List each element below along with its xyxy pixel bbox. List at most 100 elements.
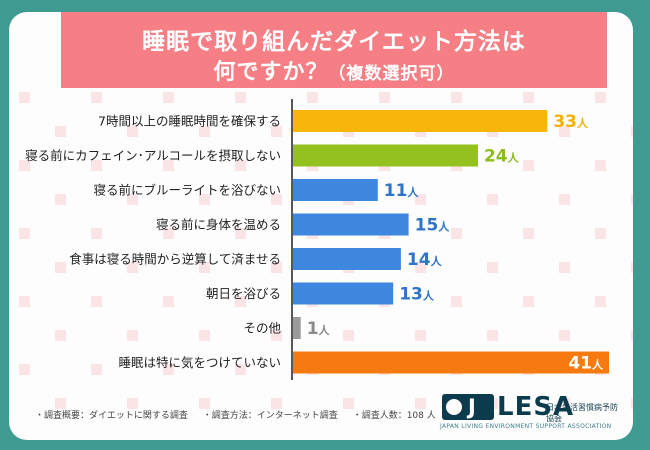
pattern-square — [127, 262, 138, 273]
chart-title-question: 何ですか？ — [213, 60, 329, 85]
pattern-square — [415, 194, 426, 205]
pattern-square — [55, 262, 66, 273]
category-label: 7時間以上の睡眠時間を確保する — [98, 114, 281, 129]
pattern-square — [523, 160, 534, 171]
pattern-square — [91, 92, 102, 103]
pattern-square — [487, 330, 498, 341]
pattern-square — [91, 160, 102, 171]
pattern-square — [487, 262, 498, 273]
value-label: 24人 — [484, 147, 520, 167]
pattern-square — [415, 330, 426, 341]
pattern-square — [271, 262, 282, 273]
bar — [293, 282, 394, 305]
pattern-square — [199, 262, 210, 273]
pattern-square — [55, 398, 66, 409]
category-label: 寝る前に身体を温める — [156, 217, 281, 232]
logo-japanese-name: 日本生活習慣病予防協会 — [546, 403, 618, 423]
pattern-square — [559, 398, 570, 409]
pattern-square — [631, 126, 633, 137]
category-label: 睡眠は特に気をつけていない — [118, 355, 281, 370]
pattern-square — [595, 228, 606, 239]
pattern-square — [271, 194, 282, 205]
logo-mark: J — [442, 394, 494, 420]
survey-count-note: ・調査人数：108 人 — [352, 411, 436, 421]
pattern-square — [19, 364, 30, 375]
pattern-square — [163, 160, 174, 171]
pattern-square — [523, 92, 534, 103]
title-banner: 睡眠で取り組んだダイエット方法は 何ですか？（複数選択可） — [61, 12, 607, 88]
pattern-square — [127, 126, 138, 137]
pattern-square — [271, 330, 282, 341]
pattern-square — [343, 330, 354, 341]
pattern-square — [559, 126, 570, 137]
pattern-square — [55, 126, 66, 137]
survey-notes: ・調査概要：ダイエットに関する調査 ・調査方法：インターネット調査 ・調査人数：… — [35, 408, 448, 421]
pattern-square — [127, 398, 138, 409]
logo-name: LESA — [497, 392, 575, 422]
pattern-square — [559, 194, 570, 205]
pattern-square — [631, 398, 633, 409]
bar — [293, 144, 478, 167]
pattern-square — [307, 92, 318, 103]
pattern-square — [91, 364, 102, 375]
pattern-square — [631, 194, 633, 205]
pattern-square — [235, 296, 246, 307]
pattern-square — [55, 194, 66, 205]
bar — [293, 248, 401, 270]
category-label: 寝る前にブルーライトを浴びない — [93, 183, 281, 198]
pattern-square — [235, 160, 246, 171]
pattern-square — [235, 364, 246, 375]
pattern-square — [163, 92, 174, 103]
pattern-square — [199, 398, 210, 409]
pattern-square — [343, 398, 354, 409]
pattern-square — [595, 296, 606, 307]
category-label: 朝日を浴びる — [206, 286, 281, 301]
pattern-square — [127, 330, 138, 341]
chart-title-line1: 睡眠で取り組んだダイエット方法は — [142, 29, 526, 55]
value-label: 41人 — [568, 354, 604, 374]
logo-english-name: JAPAN LIVING ENVIRONMENT SUPPORT ASSOCIA… — [440, 423, 612, 430]
pattern-square — [523, 296, 534, 307]
pattern-square — [163, 228, 174, 239]
bar — [293, 179, 378, 201]
value-label: 1人 — [307, 319, 331, 339]
pattern-square — [235, 228, 246, 239]
chart-card: 睡眠で取り組んだダイエット方法は 何ですか？（複数選択可） 7時間以上の睡眠時間… — [9, 12, 633, 440]
pattern-square — [415, 262, 426, 273]
pattern-square — [91, 296, 102, 307]
bar — [293, 317, 301, 339]
pattern-square — [451, 296, 462, 307]
survey-method-note: ・調査方法：インターネット調査 — [202, 411, 338, 421]
pattern-square — [379, 92, 390, 103]
pattern-square — [163, 296, 174, 307]
pattern-square — [523, 228, 534, 239]
category-label: 食事は寝る時間から逆算して済ませる — [69, 252, 281, 267]
pattern-square — [271, 398, 282, 409]
pattern-square — [559, 330, 570, 341]
pattern-square — [127, 194, 138, 205]
pattern-square — [19, 296, 30, 307]
pattern-square — [199, 126, 210, 137]
pattern-square — [19, 160, 30, 171]
pattern-square — [631, 262, 633, 273]
pattern-square — [631, 330, 633, 341]
pattern-square — [559, 262, 570, 273]
bar — [293, 110, 548, 132]
survey-outline-note: ・調査概要：ダイエットに関する調査 — [35, 411, 188, 421]
chart-title-note: （複数選択可） — [328, 64, 455, 84]
pattern-square — [19, 92, 30, 103]
pattern-square — [19, 228, 30, 239]
jlesa-logo: J LESA 日本生活習慣病予防協会 JAPAN LIVING ENVIRONM… — [434, 392, 624, 432]
pattern-square — [199, 330, 210, 341]
pattern-square — [415, 398, 426, 409]
value-label: 14人 — [407, 250, 443, 270]
pattern-square — [595, 160, 606, 171]
category-label: その他 — [243, 321, 281, 336]
value-label: 11人 — [384, 181, 420, 201]
pattern-square — [199, 194, 210, 205]
pattern-square — [271, 126, 282, 137]
pattern-square — [451, 92, 462, 103]
pattern-square — [487, 194, 498, 205]
